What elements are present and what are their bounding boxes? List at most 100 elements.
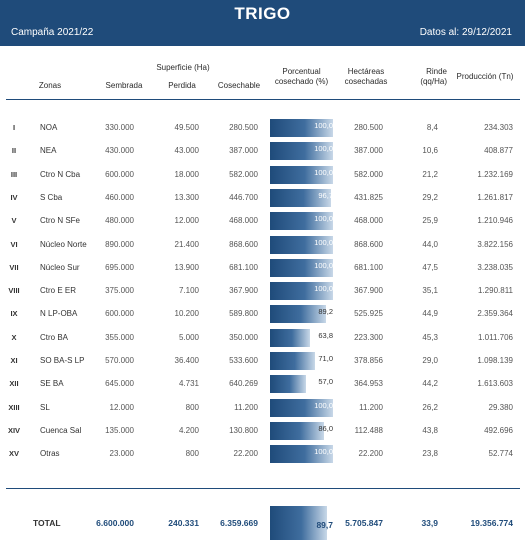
cell-rinde: 44,2: [422, 379, 438, 389]
col-header-produccion: Producción (Tn): [456, 72, 514, 81]
cell-zona: N LP-OBA: [40, 309, 78, 319]
cell-zona: Ctro N Cba: [40, 169, 81, 179]
cell-cosechable: 640.269: [229, 379, 258, 389]
pct-bar: [270, 352, 315, 370]
cell-produccion: 234.303: [484, 123, 513, 132]
cell-sembrada: 480.000: [105, 216, 134, 226]
cell-perdida: 13.900: [174, 262, 199, 272]
pct-bar: [270, 142, 333, 161]
cell-sembrada: 23.000: [109, 449, 134, 459]
cell-hectareas: 868.600: [354, 239, 383, 249]
table-row: V Ctro N SFe 480.000 12.000 468.000 468.000 25…: [0, 210, 525, 231]
pct-cell: 100,0: [270, 235, 333, 254]
cell-sembrada: 600.000: [105, 169, 134, 179]
cell-rinde: 43,8: [422, 425, 438, 435]
cell-sembrada: 430.000: [105, 146, 134, 156]
header-bar: TRIGO Campaña 2021/22 Datos al: 29/12/20…: [0, 0, 525, 46]
cell-cosechable: 367.900: [229, 286, 258, 296]
cell-cosechable: 280.500: [229, 123, 258, 132]
cell-roman: IX: [10, 309, 18, 319]
pct-bar: [270, 445, 333, 464]
col-header-hectareas: Hectáreas cosechadas: [339, 67, 393, 87]
cell-produccion: 408.877: [484, 146, 513, 156]
cell-rinde: 44,0: [422, 239, 438, 249]
cell-hectareas: 367.900: [354, 286, 383, 296]
pct-bar: [270, 258, 333, 277]
cell-hectareas: 22.200: [358, 449, 383, 459]
pct-cell: 100,0: [270, 398, 333, 417]
total-pct-value: 89,7: [316, 520, 333, 530]
cell-perdida: 5.000: [178, 332, 199, 342]
total-cosechable: 6.359.669: [220, 518, 258, 528]
cell-rinde: 10,6: [422, 146, 438, 156]
cell-zona: NEA: [40, 146, 57, 156]
pct-value: 71,0: [318, 354, 333, 363]
cell-produccion: 492.696: [484, 425, 513, 435]
cell-hectareas: 112.488: [354, 425, 383, 435]
total-produccion: 19.356.774: [470, 518, 513, 528]
cell-produccion: 3.822.156: [477, 239, 513, 249]
col-header-rinde-line2: (qq/Ha): [420, 77, 447, 86]
pct-value: 57,0: [318, 377, 333, 387]
cell-sembrada: 695.000: [105, 262, 134, 272]
pct-cell: 86,0: [270, 421, 333, 440]
cell-produccion: 3.238.035: [477, 262, 513, 272]
pct-bar: [270, 119, 333, 137]
pct-value: 89,2: [318, 307, 333, 317]
cell-produccion: 2.359.364: [477, 309, 513, 319]
pct-bar: [270, 188, 331, 207]
table-row: IV S Cba 460.000 13.300 446.700 431.825 29,2 1.…: [0, 187, 525, 208]
pct-value: 96,7: [318, 190, 333, 200]
col-header-perdida: Perdida: [168, 81, 196, 90]
cell-hectareas: 280.500: [354, 123, 383, 132]
cell-roman: XIV: [7, 425, 21, 435]
pct-value: 86,0: [318, 423, 333, 433]
table-row: VIII Ctro E ER 375.000 7.100 367.900 367.900 3…: [0, 280, 525, 301]
cell-perdida: 800: [185, 449, 199, 459]
cell-roman: III: [10, 169, 18, 179]
cell-hectareas: 468.000: [354, 216, 383, 226]
cell-produccion: 1.098.139: [477, 356, 513, 365]
cell-zona: Cuenca Sal: [40, 425, 82, 435]
campaign-label: Campaña 2021/22: [11, 27, 94, 38]
cell-rinde: 21,2: [422, 169, 438, 179]
cell-produccion: 29.380: [488, 402, 513, 412]
pct-bar: [270, 212, 333, 231]
total-pct-bar: [270, 506, 327, 540]
cell-cosechable: 446.700: [229, 192, 258, 202]
cell-cosechable: 868.600: [229, 239, 258, 249]
cell-sembrada: 645.000: [105, 379, 134, 389]
pct-value: 100,0: [314, 167, 333, 177]
table-row: VI Núcleo Norte 890.000 21.400 868.600 868.60…: [0, 234, 525, 255]
cell-perdida: 800: [185, 402, 199, 412]
cell-cosechable: 533.600: [229, 356, 258, 365]
cell-zona: Núcleo Sur: [40, 262, 80, 272]
cell-zona: Núcleo Norte: [40, 239, 87, 249]
cell-roman: XI: [10, 356, 18, 365]
cell-roman: V: [11, 216, 17, 226]
cell-zona: SO BA-S LP: [40, 356, 85, 365]
cell-produccion: 1.011.706: [478, 332, 513, 342]
cell-zona: SL: [40, 402, 50, 412]
cell-produccion: 1.261.817: [477, 192, 513, 202]
table-row: IX N LP-OBA 600.000 10.200 589.800 525.925 44,…: [0, 303, 525, 324]
cell-perdida: 10.200: [174, 309, 199, 319]
col-header-rinde: Rinde (qq/Ha): [411, 67, 447, 87]
cell-sembrada: 890.000: [105, 239, 134, 249]
cell-cosechable: 11.200: [234, 402, 258, 412]
cell-perdida: 13.300: [174, 192, 199, 202]
pct-cell: 63,8: [270, 328, 333, 347]
pct-value: 100,0: [314, 214, 333, 224]
cell-sembrada: 570.000: [105, 356, 134, 365]
pct-cell: 100,0: [270, 445, 333, 464]
table-row: XV Otras 23.000 800 22.200 22.200 23,8 52.774 10…: [0, 443, 525, 464]
col-header-sembrada: Sembrada: [105, 81, 143, 90]
col-header-hectareas-line2: cosechadas: [344, 77, 388, 86]
cell-roman: XIII: [8, 402, 20, 412]
total-divider: [6, 488, 520, 489]
cell-perdida: 43.000: [174, 146, 199, 156]
cell-produccion: 52.774: [488, 449, 513, 459]
table-row: II NEA 430.000 43.000 387.000 387.000 10,6 408.…: [0, 140, 525, 161]
cell-cosechable: 681.100: [229, 262, 258, 272]
cell-rinde: 45,3: [422, 332, 438, 342]
